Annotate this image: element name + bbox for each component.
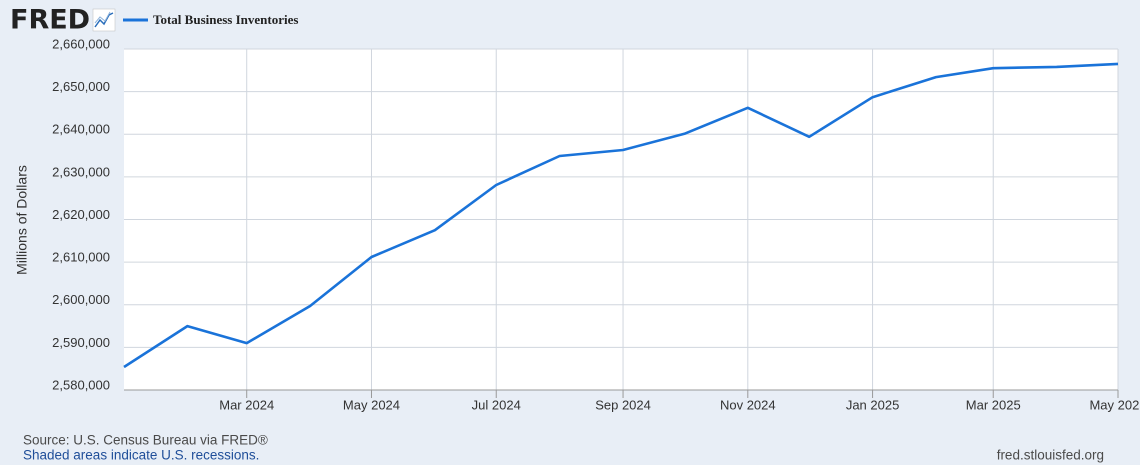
y-tick-label: 2,590,000	[52, 335, 110, 350]
fred-logo: FRED	[10, 5, 90, 36]
site: fred.stlouisfed.org	[997, 448, 1104, 463]
y-tick-label: 2,630,000	[52, 164, 110, 179]
y-tick-label: 2,580,000	[52, 377, 110, 392]
recession-note: Shaded areas indicate U.S. recessions.	[23, 448, 259, 463]
x-tick-label: Sep 2024	[595, 397, 651, 412]
y-tick-label: 2,620,000	[52, 207, 110, 222]
legend-label: Total Business Inventories	[153, 12, 298, 27]
y-tick-label: 2,600,000	[52, 292, 110, 307]
x-tick-label: Mar 2024	[219, 397, 274, 412]
logo-icon	[92, 8, 116, 32]
x-tick-label: Jan 2025	[846, 397, 900, 412]
x-tick-label: May 2024	[343, 397, 400, 412]
series-line	[123, 62, 1119, 369]
y-tick-label: 2,660,000	[52, 36, 110, 51]
source: Source: U.S. Census Bureau via FRED®	[23, 433, 268, 448]
x-tick-label: Mar 2025	[966, 397, 1021, 412]
y-tick-label: 2,640,000	[52, 122, 110, 137]
y-tick-label: 2,650,000	[52, 79, 110, 94]
y-axis-label: Millions of Dollars	[14, 165, 30, 275]
x-tick-label: Nov 2024	[720, 397, 776, 412]
x-tick-label: Jul 2024	[472, 397, 521, 412]
x-tick-label: May 2025	[1089, 397, 1140, 412]
y-tick-label: 2,610,000	[52, 250, 110, 265]
